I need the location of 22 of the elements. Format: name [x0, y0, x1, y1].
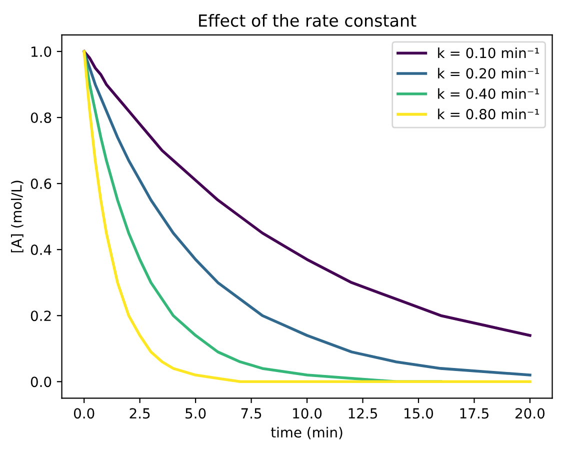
- x-tick-label: 12.5: [348, 408, 378, 419]
- legend-label: k = 0.80 min⁻¹: [438, 108, 539, 120]
- y-tick-label: 0.0: [30, 376, 52, 388]
- y-axis-title: [A] (mol/L): [10, 180, 24, 252]
- y-tick-label: 0.4: [30, 244, 52, 256]
- x-tick-label: 2.5: [130, 408, 150, 419]
- legend-label: k = 0.40 min⁻¹: [438, 88, 539, 99]
- y-tick-label: 0.8: [30, 112, 52, 123]
- legend-label: k = 0.10 min⁻¹: [438, 47, 539, 58]
- x-tick-label: 17.5: [460, 408, 488, 419]
- x-tick-label: 0.0: [74, 408, 94, 419]
- chart-title: Effect of the rate constant: [199, 14, 416, 27]
- x-axis-title: time (min): [270, 426, 342, 440]
- x-tick-label: 7.5: [241, 408, 262, 419]
- x-tick-label: 10.0: [293, 408, 322, 419]
- legend-label: k = 0.20 min⁻¹: [438, 68, 539, 79]
- y-tick-label: 0.2: [30, 310, 51, 322]
- y-tick-label: 1.0: [32, 46, 52, 57]
- x-tick-label: 5.0: [186, 408, 206, 419]
- x-tick-label: 15.0: [404, 408, 434, 419]
- x-tick-label: 20.0: [516, 408, 545, 419]
- y-tick-label: 0.6: [30, 178, 52, 190]
